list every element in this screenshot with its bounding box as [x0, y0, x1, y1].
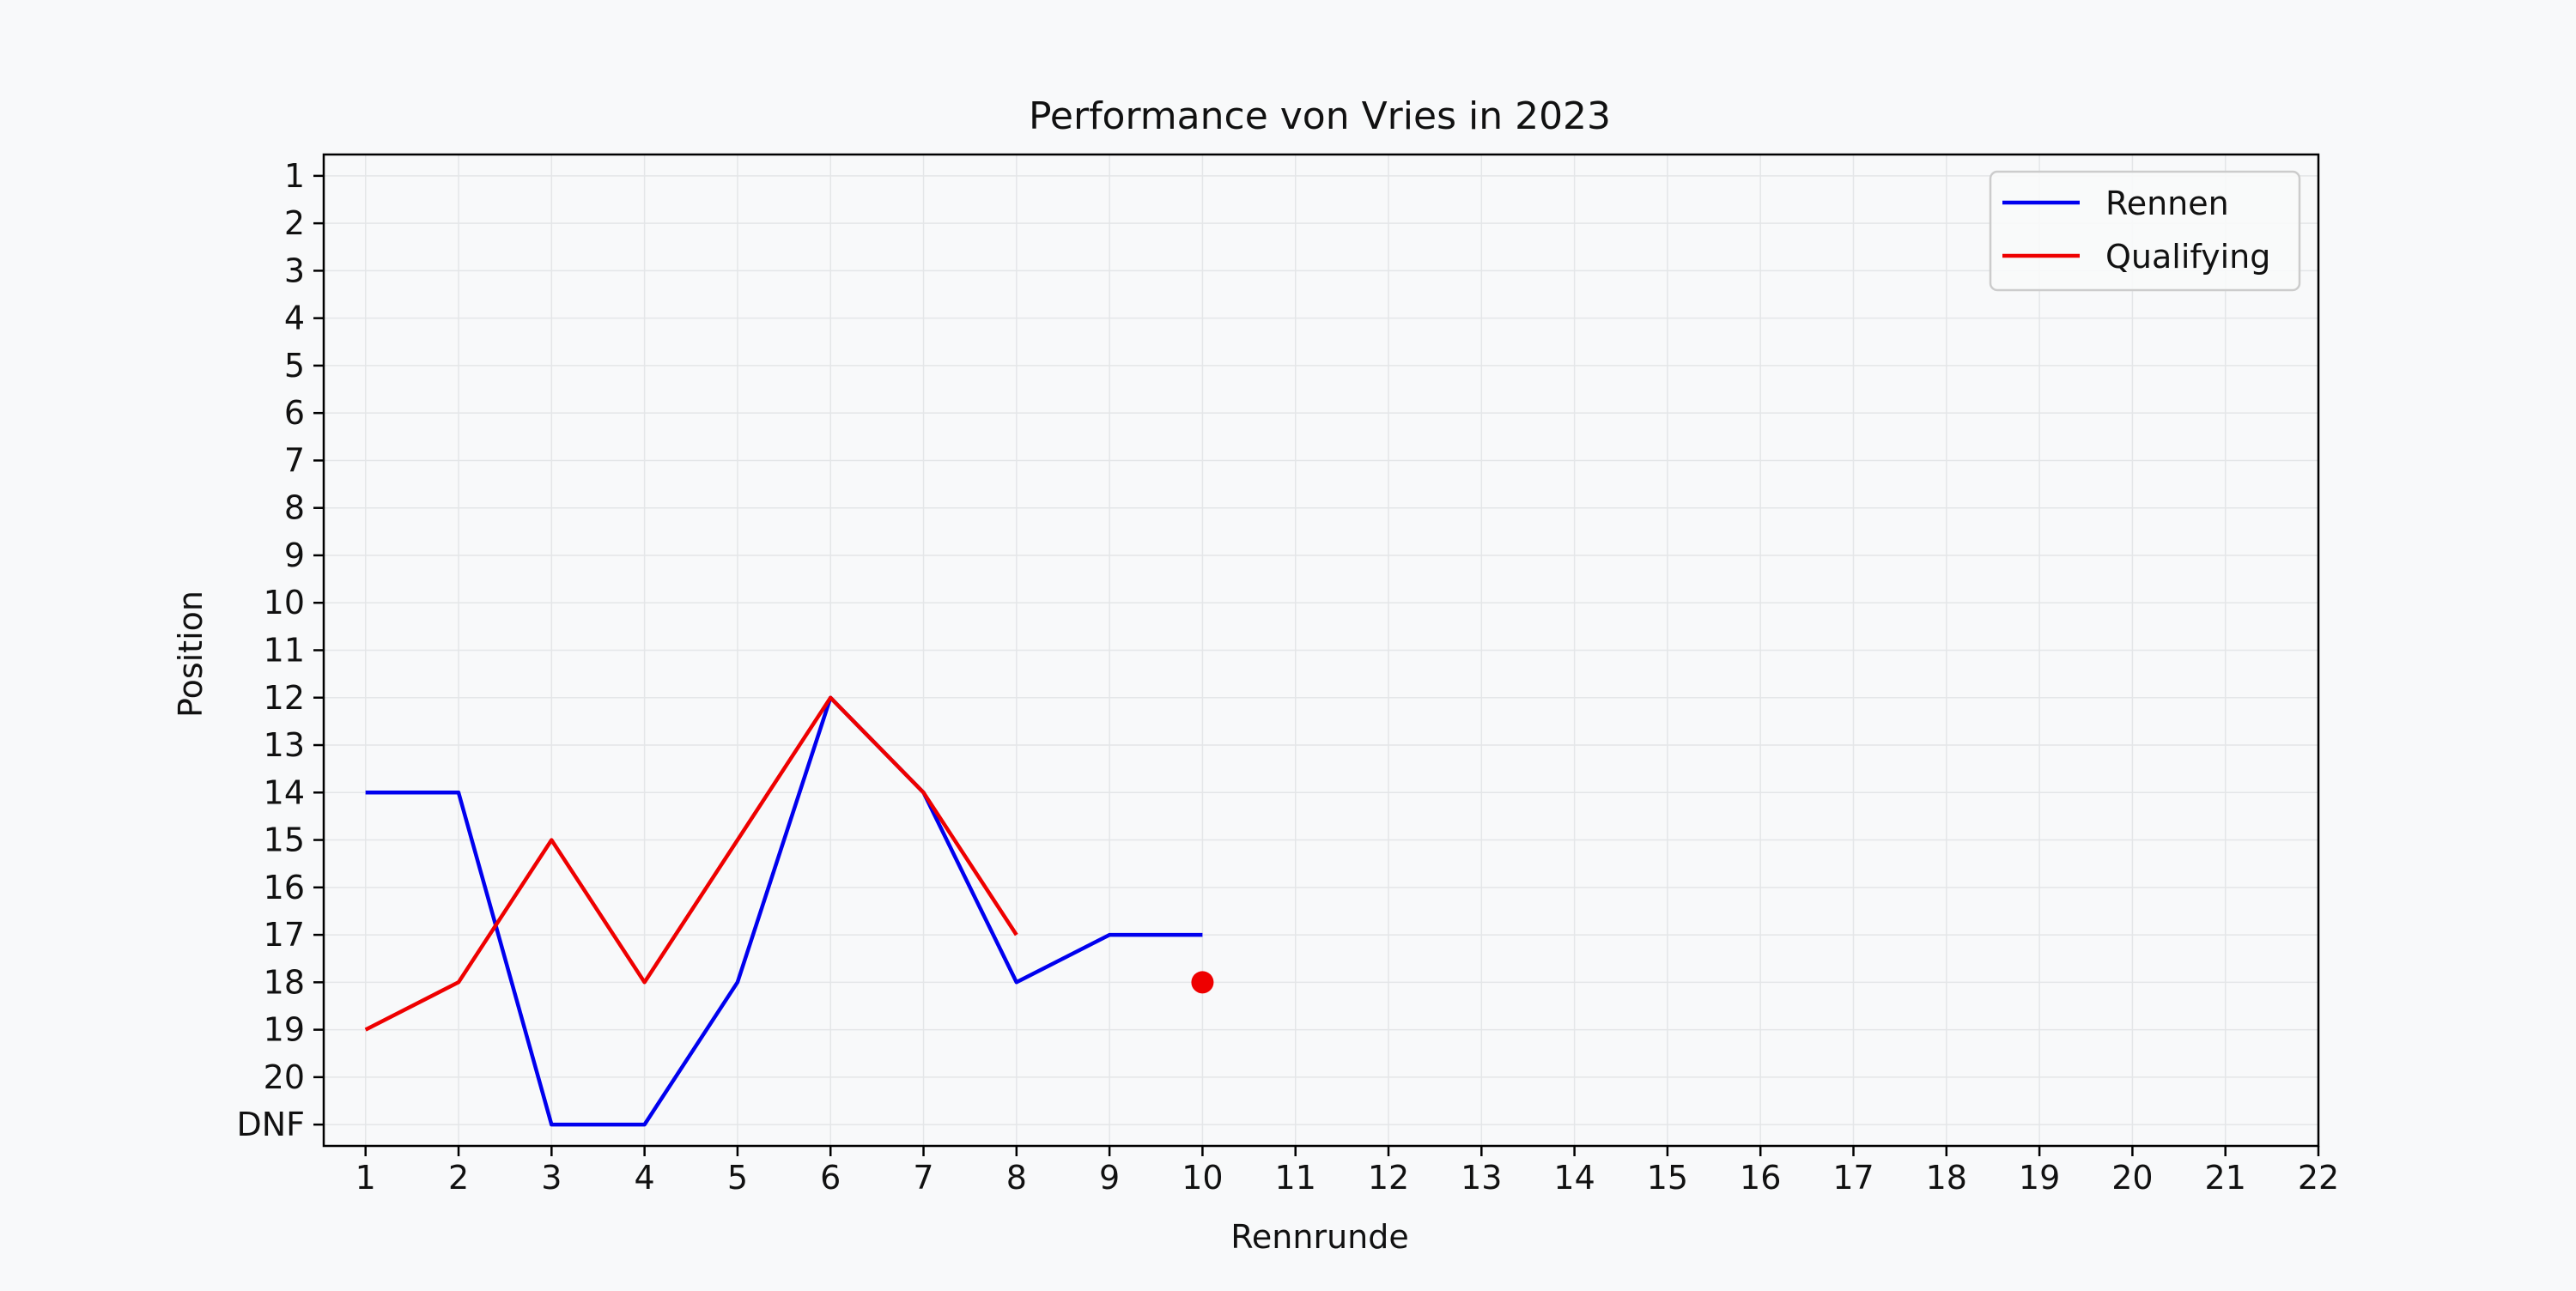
y-tick-label: 20: [264, 1058, 305, 1096]
y-tick-label: 18: [264, 963, 305, 1001]
x-tick-label: 21: [2205, 1159, 2246, 1197]
x-tick-label: 6: [820, 1159, 841, 1197]
x-tick-label: 9: [1099, 1159, 1120, 1197]
x-tick-label: 11: [1275, 1159, 1316, 1197]
y-tick-label: 17: [264, 916, 305, 954]
x-tick-label: 4: [635, 1159, 655, 1197]
y-tick-label: 10: [264, 584, 305, 621]
series-line-rennen: [365, 695, 1203, 1127]
legend: Rennen Qualifying: [1989, 170, 2301, 292]
x-tick-label: 18: [1926, 1159, 1967, 1197]
y-tick-label: 4: [284, 300, 305, 337]
x-tick-label: 14: [1553, 1159, 1595, 1197]
x-tick-label: 19: [2019, 1159, 2060, 1197]
y-tick-label: DNF: [236, 1106, 305, 1143]
y-tick-label: 3: [284, 252, 305, 289]
x-tick-label: 13: [1461, 1159, 1502, 1197]
x-tick-label: 2: [448, 1159, 469, 1197]
legend-label-rennen: Rennen: [2105, 185, 2229, 222]
y-tick-label: 16: [264, 869, 305, 906]
series-marker-qualifying: [1191, 971, 1214, 994]
x-tick-label: 3: [541, 1159, 562, 1197]
x-axis-ticks: 1 2 3 4 5 6 7 8 9 10 11 12 13 14 15 16 17 18 19 20 21 22: [355, 1146, 2339, 1197]
y-tick-label: 15: [264, 821, 305, 859]
x-tick-label: 1: [355, 1159, 376, 1197]
x-tick-label: 12: [1368, 1159, 1409, 1197]
x-tick-label: 5: [727, 1159, 748, 1197]
y-axis-label: Position: [172, 591, 210, 718]
y-tick-label: 9: [284, 536, 305, 574]
x-tick-label: 15: [1647, 1159, 1688, 1197]
y-tick-label: 8: [284, 489, 305, 527]
chart-title: Performance von Vries in 2023: [1029, 94, 1611, 138]
x-tick-label: 16: [1740, 1159, 1781, 1197]
x-tick-label: 17: [1832, 1159, 1874, 1197]
x-axis-label: Rennrunde: [1230, 1218, 1409, 1256]
grid: [324, 155, 2319, 1146]
y-tick-label: 7: [284, 441, 305, 479]
series-line-qualifying: [364, 695, 1018, 1032]
y-tick-label: 12: [264, 679, 305, 717]
y-tick-label: 5: [284, 347, 305, 385]
x-tick-label: 8: [1006, 1159, 1027, 1197]
y-tick-label: 1: [284, 157, 305, 195]
y-tick-label: 11: [264, 632, 305, 670]
y-tick-label: 13: [264, 726, 305, 764]
x-tick-label: 22: [2298, 1159, 2339, 1197]
y-tick-label: 19: [264, 1011, 305, 1049]
series-group: [364, 695, 1214, 1127]
x-tick-label: 20: [2111, 1159, 2153, 1197]
x-tick-label: 10: [1182, 1159, 1223, 1197]
x-tick-label: 7: [913, 1159, 933, 1197]
y-tick-label: 6: [284, 394, 305, 432]
y-tick-label: 14: [264, 773, 305, 811]
y-tick-label: 2: [284, 204, 305, 242]
legend-label-qualifying: Qualifying: [2105, 238, 2270, 276]
